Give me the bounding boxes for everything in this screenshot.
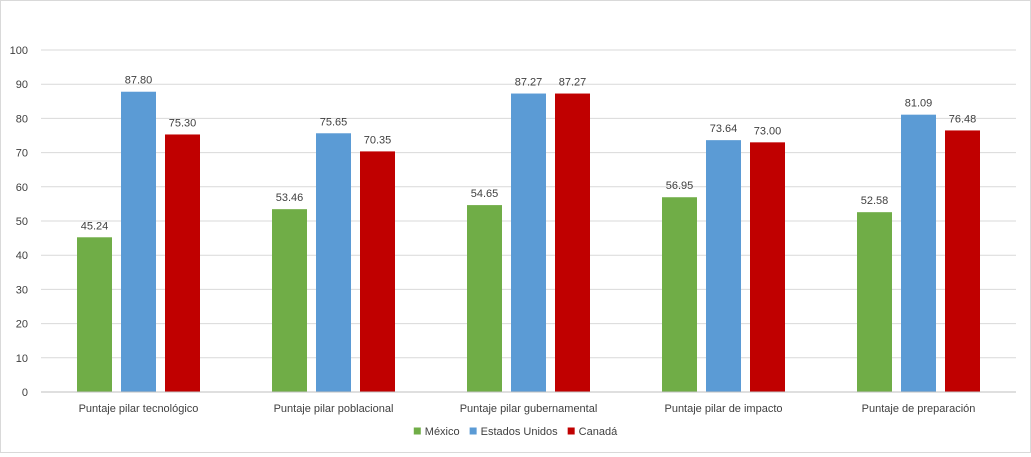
y-tick-label: 10: [16, 353, 28, 365]
y-tick-label: 30: [16, 284, 28, 296]
bar: [316, 133, 351, 393]
bar: [857, 212, 892, 392]
x-category-label: Puntaje pilar poblacional: [274, 403, 394, 415]
x-category-label: Puntaje pilar de impacto: [664, 403, 782, 415]
y-tick-label: 80: [16, 113, 28, 125]
bar: [511, 93, 546, 393]
y-tick-label: 40: [16, 250, 28, 262]
data-label: 76.48: [949, 113, 977, 125]
data-label: 75.30: [169, 117, 197, 129]
y-tick-label: 50: [16, 216, 28, 228]
data-label: 87.27: [559, 77, 587, 89]
bar: [706, 140, 741, 392]
legend-swatch: [413, 427, 421, 435]
bar: [555, 93, 590, 393]
data-label: 75.65: [320, 116, 348, 128]
bar: [360, 151, 395, 392]
data-label: 52.58: [861, 195, 889, 207]
x-axis-categories: Puntaje pilar tecnológico Puntaje pilar p…: [79, 403, 976, 415]
y-tick-label: 70: [16, 148, 28, 160]
x-category-label: Puntaje pilar gubernamental: [460, 403, 598, 415]
data-label: 87.27: [515, 77, 543, 89]
data-labels: 45.24 87.80 75.30 53.46 75.65 70.35 54.65 87.27…: [81, 75, 977, 233]
y-tick-label: 20: [16, 319, 28, 331]
x-category-label: Puntaje de preparación: [862, 403, 976, 415]
bar: [121, 91, 156, 392]
bar: [77, 237, 112, 392]
bar: [750, 142, 785, 392]
bar: [945, 130, 980, 392]
y-axis-ticks: 0 10 20 30 40 50 60 70 80 90 100: [10, 45, 28, 399]
legend-swatch: [567, 427, 575, 435]
bar: [272, 209, 307, 392]
y-tick-label: 60: [16, 182, 28, 194]
bar: [467, 205, 502, 392]
data-label: 87.80: [125, 75, 153, 87]
legend-swatch: [469, 427, 477, 435]
legend-label: Estados Unidos: [481, 426, 559, 438]
bar: [662, 197, 697, 392]
x-category-label: Puntaje pilar tecnológico: [79, 403, 199, 415]
bars: [77, 91, 980, 393]
y-tick-label: 90: [16, 79, 28, 91]
data-label: 73.00: [754, 125, 782, 137]
data-label: 54.65: [471, 188, 499, 200]
data-label: 45.24: [81, 220, 109, 232]
data-label: 81.09: [905, 98, 933, 110]
bar: [165, 134, 200, 392]
legend-label: Canadá: [579, 426, 618, 438]
legend-label: México: [425, 426, 460, 438]
legend: México Estados Unidos Canadá: [413, 426, 618, 438]
y-tick-label: 0: [22, 387, 28, 399]
data-label: 56.95: [666, 180, 694, 192]
data-label: 73.64: [710, 123, 738, 135]
bar: [901, 114, 936, 392]
data-label: 53.46: [276, 192, 304, 204]
y-tick-label: 100: [10, 45, 28, 57]
data-label: 70.35: [364, 134, 392, 146]
